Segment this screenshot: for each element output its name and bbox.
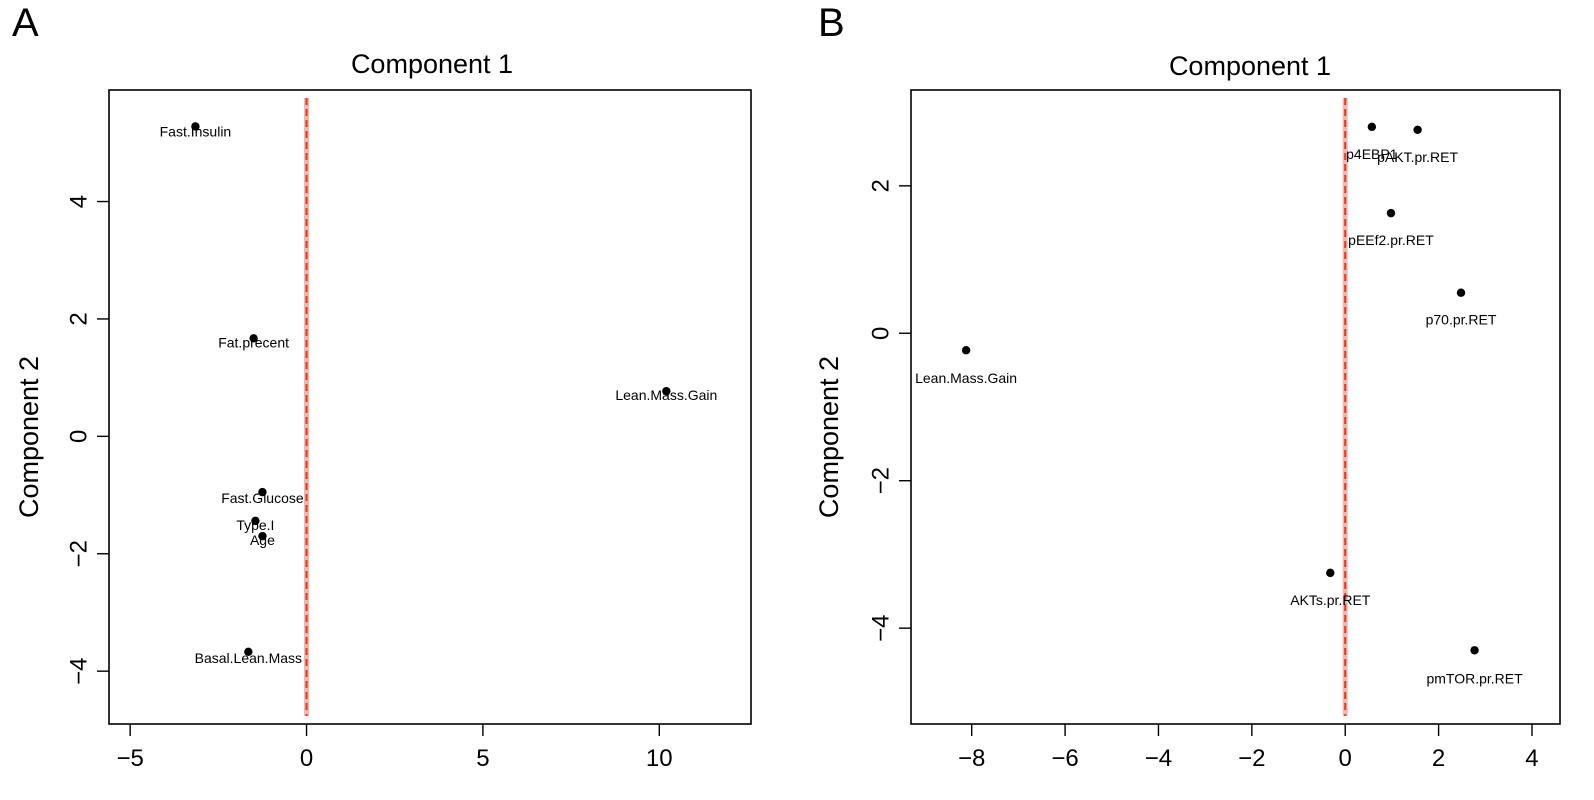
data-point bbox=[258, 487, 267, 497]
data-point bbox=[1386, 208, 1396, 218]
plot-frame bbox=[910, 89, 1561, 725]
x-tick-label: −4 bbox=[1145, 745, 1172, 772]
data-point bbox=[1326, 568, 1335, 578]
x-tick-label: −8 bbox=[958, 745, 985, 772]
data-point bbox=[191, 122, 200, 131]
data-point bbox=[1470, 646, 1479, 655]
x-tick-label: 0 bbox=[300, 745, 313, 772]
point-label: Lean.Mass.Gain bbox=[915, 370, 1017, 386]
data-point bbox=[244, 647, 253, 656]
data-point bbox=[258, 531, 267, 541]
y-tick-label: 2 bbox=[66, 312, 93, 325]
x-tick-label: −2 bbox=[1238, 745, 1265, 772]
x-tick-label: 5 bbox=[476, 745, 489, 772]
plot-title: Component 1 bbox=[351, 49, 513, 79]
panel-b: B Component 1 Component 2 −8 −6 −4 −2 0 2 4 −4 −2 0 2… bbox=[814, 1, 1561, 772]
point-label: pmTOR.pr.RET bbox=[1426, 670, 1523, 686]
point-label: Fast.Insulin bbox=[160, 123, 232, 139]
plot-title: Component 1 bbox=[1169, 51, 1331, 81]
panel-letter: B bbox=[818, 1, 845, 45]
point-label: pAKT.pr.RET bbox=[1377, 149, 1458, 165]
y-tick-label: 0 bbox=[66, 430, 93, 443]
x-tick-label: −5 bbox=[116, 745, 143, 772]
panel-letter: A bbox=[12, 1, 39, 45]
plot-frame bbox=[108, 89, 752, 725]
data-point bbox=[1456, 288, 1466, 297]
point-label: p4EBP1 bbox=[1346, 146, 1398, 162]
point-label: Lean.Mass.Gain bbox=[615, 387, 717, 403]
point-label: AKTs.pr.RET bbox=[1290, 592, 1371, 608]
data-point bbox=[249, 334, 258, 343]
x-tick-label: 10 bbox=[646, 745, 673, 772]
data-point bbox=[1367, 122, 1377, 132]
y-axis-title: Component 2 bbox=[814, 356, 844, 518]
data-point bbox=[251, 516, 260, 526]
y-tick-label: 4 bbox=[66, 195, 93, 208]
x-tick-label: 4 bbox=[1525, 745, 1538, 772]
x-tick-label: 0 bbox=[1339, 745, 1352, 772]
y-tick-label: 0 bbox=[868, 327, 895, 340]
data-point bbox=[662, 386, 671, 396]
y-tick-label: −2 bbox=[66, 540, 93, 567]
y-axis-title: Component 2 bbox=[14, 356, 44, 518]
panel-a: A Component 1 Component 2 −5 0 5 10 −4 −2 0 2 4 Fast… bbox=[12, 1, 752, 772]
y-tick-label: 2 bbox=[868, 179, 895, 192]
data-point bbox=[1413, 125, 1422, 135]
point-label: Fast.Glucose bbox=[221, 490, 304, 506]
point-label: Type.I bbox=[236, 517, 274, 533]
data-point bbox=[961, 346, 971, 355]
point-label: Basal.Lean.Mass bbox=[195, 650, 302, 666]
point-label: p70.pr.RET bbox=[1426, 312, 1497, 328]
point-label: Fat.precent bbox=[218, 334, 289, 350]
point-label: Age bbox=[250, 532, 275, 548]
point-label: pEEf2.pr.RET bbox=[1348, 232, 1434, 248]
x-tick-label: 2 bbox=[1432, 745, 1445, 772]
y-tick-label: −4 bbox=[66, 657, 93, 684]
y-tick-label: −4 bbox=[868, 614, 895, 641]
y-tick-label: −2 bbox=[868, 467, 895, 494]
x-tick-label: −6 bbox=[1051, 745, 1078, 772]
